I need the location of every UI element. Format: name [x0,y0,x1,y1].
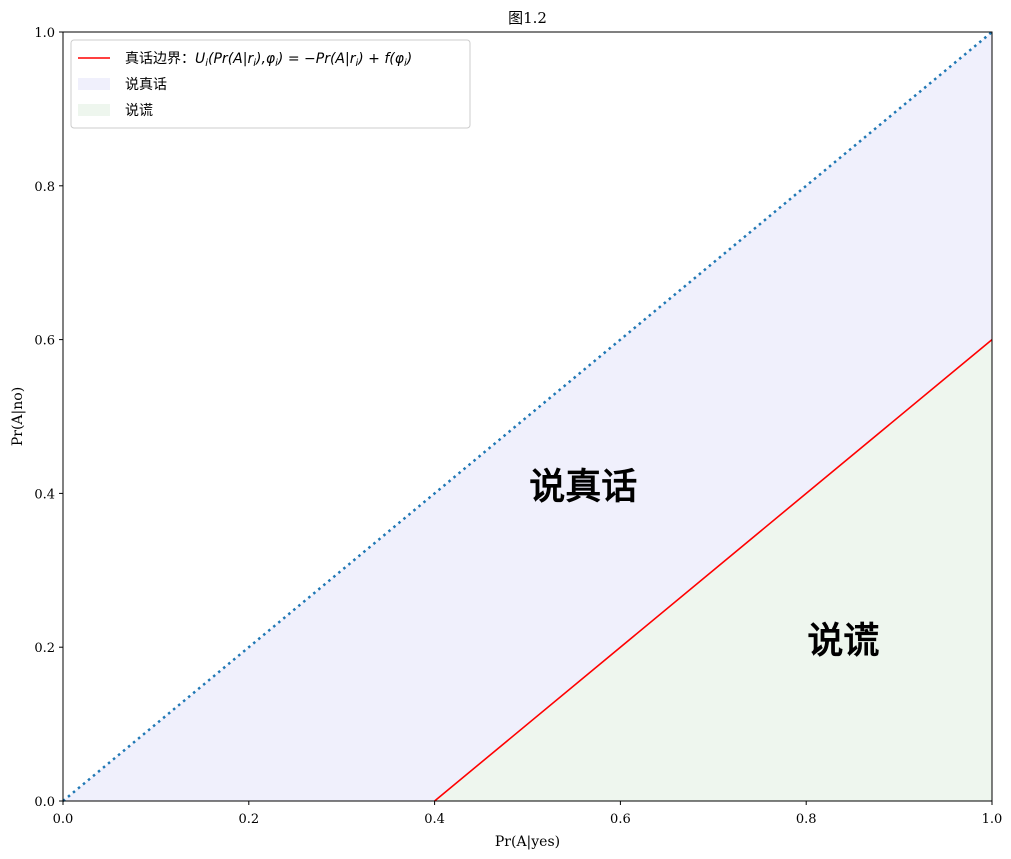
chart-title: 图1.2 [508,9,547,27]
x-axis-label: Pr(A|yes) [495,834,560,850]
y-tick-label: 0.4 [34,487,55,502]
x-tick-label: 1.0 [982,812,1003,827]
x-axis-ticks: 0.0 0.2 0.4 0.6 0.8 1.0 [53,801,1003,827]
legend-swatch-fill [78,104,110,116]
y-tick-label: 0.6 [34,334,55,349]
x-tick-label: 0.8 [796,812,817,827]
y-tick-label: 0.2 [34,641,55,656]
legend-label-2: 说谎 [125,103,153,119]
legend-label-1: 说真话 [125,77,167,93]
y-axis-ticks: 0.0 0.2 0.4 0.6 0.8 1.0 [34,26,63,810]
y-axis-label: Pr(A|no) [10,387,26,446]
y-tick-label: 1.0 [34,26,55,41]
data-lines [62,31,993,802]
x-tick-label: 0.0 [53,812,74,827]
plot-frame [62,31,993,802]
region-annotation-1: 说谎 [807,620,879,662]
x-tick-label: 0.4 [424,812,445,827]
legend-swatch-fill [78,78,110,90]
region-annotation-0: 说真话 [529,466,637,508]
x-tick-label: 0.6 [610,812,631,827]
y-tick-label: 0.0 [34,795,55,810]
legend: 真话边界：Ui(Pr(A|ri),φi) = −Pr(A|ri) + f(φi)… [70,39,471,129]
x-tick-label: 0.2 [238,812,259,827]
fill-regions [63,32,993,801]
legend-box [70,39,471,129]
legend-label-0: 真话边界：Ui(Pr(A|ri),φi) = −Pr(A|ri) + f(φi) [125,51,412,69]
y-tick-label: 0.8 [34,180,55,195]
boundary-line [434,338,993,802]
